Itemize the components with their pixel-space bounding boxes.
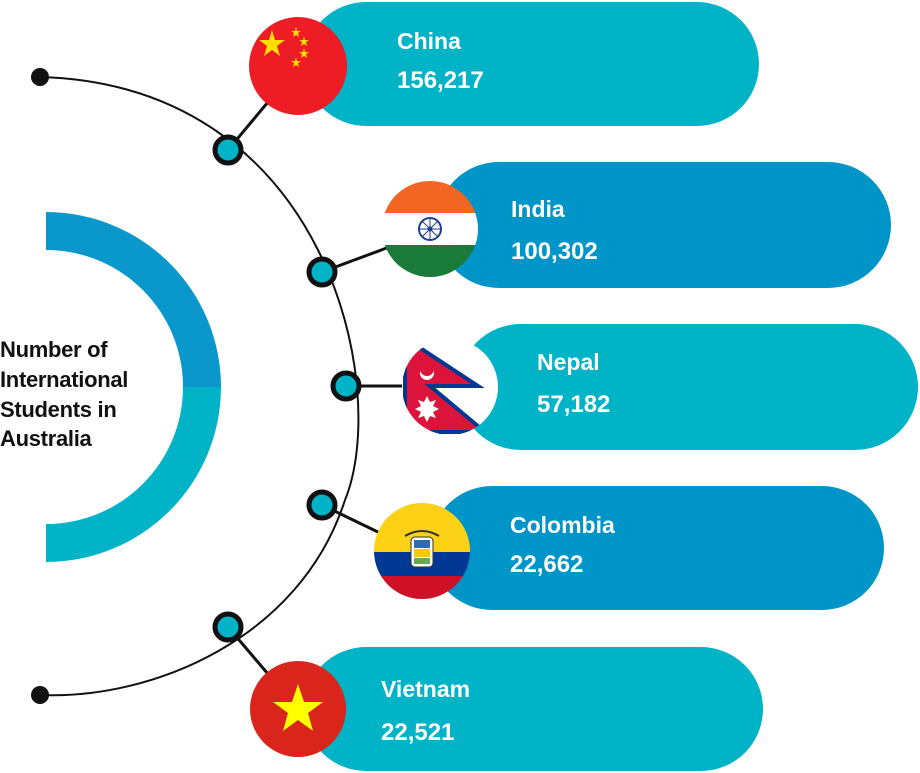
pill-bg (304, 2, 759, 126)
half-ring-decoration (46, 212, 221, 562)
node-china (212, 134, 244, 166)
country-name: Vietnam (381, 676, 470, 702)
title-line-3: Students in (0, 397, 116, 422)
pill-bg (436, 162, 891, 288)
arc-end-dot-bottom (31, 686, 49, 704)
chart-title: Number of International Students in Aust… (0, 337, 133, 451)
country-value: 57,182 (537, 391, 610, 418)
nepal-flag-icon (402, 339, 498, 435)
title-line-2: International (0, 367, 128, 392)
china-flag-icon (249, 17, 347, 115)
arc-nodes (212, 134, 362, 643)
country-name: Nepal (537, 349, 600, 375)
half-ring-top (46, 212, 221, 387)
node-nepal (330, 370, 362, 402)
pill-bg (430, 486, 884, 610)
branch-lines (226, 101, 410, 675)
node-vietnam (212, 611, 244, 643)
node-colombia (306, 489, 338, 521)
pill-china: China 156,217 (304, 2, 759, 126)
pill-bg (458, 324, 918, 450)
country-value: 156,217 (397, 67, 484, 94)
half-ring-bottom (46, 387, 221, 562)
country-value: 100,302 (511, 238, 598, 265)
country-value: 22,662 (510, 551, 583, 578)
connector-arc (31, 68, 360, 704)
country-name: China (397, 28, 461, 54)
pill-bg (304, 647, 763, 771)
arc-end-dot-top (31, 68, 49, 86)
country-value: 22,521 (381, 719, 454, 746)
vietnam-flag-icon (250, 661, 346, 757)
title-line-4: Australia (0, 426, 93, 451)
pill-nepal: Nepal 57,182 (458, 324, 918, 450)
pill-vietnam: Vietnam 22,521 (304, 647, 763, 771)
title-line-1: Number of (0, 337, 108, 362)
country-name: India (511, 196, 565, 222)
country-name: Colombia (510, 512, 615, 538)
pill-india: India 100,302 (436, 162, 891, 288)
pill-colombia: Colombia 22,662 (430, 486, 884, 610)
node-india (306, 256, 338, 288)
